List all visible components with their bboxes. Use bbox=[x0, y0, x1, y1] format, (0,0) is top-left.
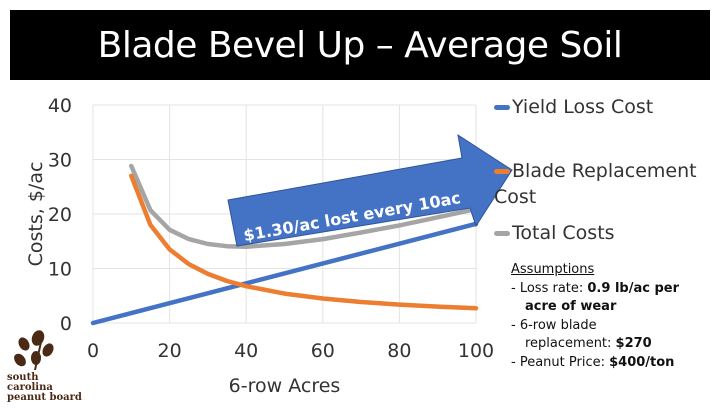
y-axis-title: Costs, $/ac bbox=[25, 162, 47, 267]
legend-swatch bbox=[494, 169, 510, 174]
assumption-item: - 6-row blade replacement: $270 bbox=[511, 317, 655, 354]
legend-swatch bbox=[494, 105, 510, 110]
y-tick-label: 30 bbox=[48, 150, 72, 172]
x-tick-label: 20 bbox=[158, 340, 182, 362]
y-tick-label: 40 bbox=[48, 95, 72, 117]
assumption-value: $400/ton bbox=[609, 354, 675, 370]
legend-swatch bbox=[494, 231, 510, 236]
legend-item-blade-replacement: Blade Replacement Cost bbox=[494, 158, 714, 210]
assumption-item: - Peanut Price: $400/ton bbox=[511, 354, 715, 373]
y-tick-label: 20 bbox=[48, 204, 72, 226]
legend-label: Total Costs bbox=[512, 222, 615, 244]
assumption-label: - Peanut Price: bbox=[511, 354, 610, 370]
annotation-arrow bbox=[227, 133, 513, 247]
series-blade-replacement-line bbox=[129, 173, 479, 311]
x-tick-label: 60 bbox=[311, 340, 335, 362]
logo-text: carolina bbox=[7, 382, 53, 393]
y-tick-label: 10 bbox=[48, 259, 72, 281]
x-tick-label: 40 bbox=[234, 340, 258, 362]
legend-item-total-costs: Total Costs bbox=[494, 220, 615, 246]
series-total-costs-line bbox=[129, 163, 479, 249]
x-axis-title: 6-row Acres bbox=[229, 375, 341, 397]
assumption-label: - 6-row blade replacement: bbox=[511, 317, 616, 352]
assumption-value: 0.9 lb/ac per acre of wear bbox=[525, 280, 679, 315]
series-yield-loss-line bbox=[90, 221, 479, 326]
x-tick-label: 0 bbox=[87, 340, 99, 362]
slide-title: Blade Bevel Up – Average Soil bbox=[10, 10, 710, 80]
peanut-plant-icon bbox=[14, 330, 54, 370]
assumption-label: - Loss rate: bbox=[511, 280, 588, 296]
logo-text: peanut board bbox=[7, 392, 82, 403]
sc-peanut-board-logo: south carolina peanut board bbox=[6, 330, 86, 410]
logo-text: south bbox=[7, 372, 39, 383]
legend-label: Yield Loss Cost bbox=[512, 96, 654, 118]
legend-item-yield-loss: Yield Loss Cost bbox=[494, 94, 653, 120]
legend-label: Blade Replacement Cost bbox=[494, 160, 697, 208]
assumption-value: $270 bbox=[615, 336, 652, 351]
x-tick-label: 100 bbox=[458, 340, 494, 362]
y-tick-label: 0 bbox=[60, 313, 72, 335]
assumption-item: - Loss rate: 0.9 lb/ac per acre of wear bbox=[511, 280, 715, 317]
assumptions-box: Assumptions - Loss rate: 0.9 lb/ac per a… bbox=[511, 261, 715, 372]
x-tick-label: 80 bbox=[387, 340, 411, 362]
assumptions-heading: Assumptions bbox=[511, 262, 595, 277]
